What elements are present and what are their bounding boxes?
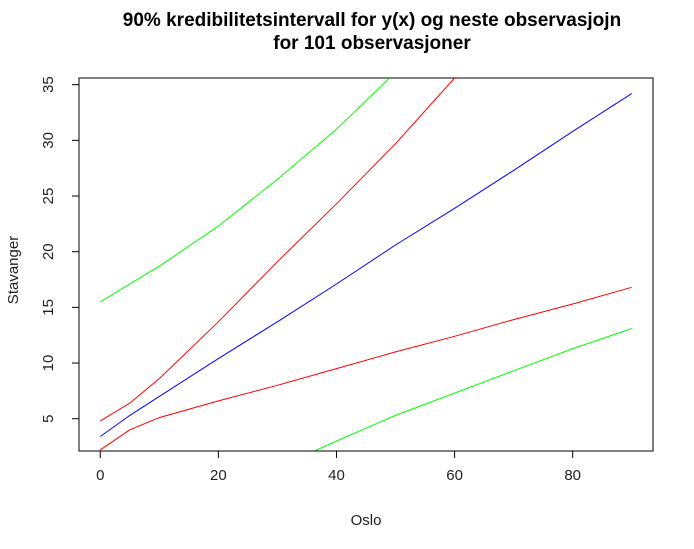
y-axis: 5 10 15 20 25 30 35 bbox=[40, 76, 80, 423]
y-tick-label: 15 bbox=[40, 299, 57, 316]
x-tick-label: 40 bbox=[328, 467, 345, 484]
series-line-prediction-lower bbox=[314, 328, 632, 451]
chart-title-line-1: 90% kredibilitetsintervall for y(x) og n… bbox=[123, 10, 621, 31]
y-tick-label: 5 bbox=[40, 415, 57, 423]
x-tick-label: 0 bbox=[96, 467, 104, 484]
series-layer bbox=[100, 78, 632, 451]
series-line-prediction-upper bbox=[100, 78, 390, 303]
y-tick-label: 35 bbox=[40, 76, 57, 93]
y-tick-label: 20 bbox=[40, 243, 57, 260]
chart-title-line-2: for 101 observasjoner bbox=[273, 33, 471, 54]
x-axis-label: Oslo bbox=[351, 512, 382, 529]
series-line-estimate bbox=[100, 93, 632, 437]
x-tick-label: 80 bbox=[564, 467, 581, 484]
x-tick-label: 20 bbox=[210, 467, 227, 484]
series-line-credible-lower bbox=[100, 286, 632, 451]
x-axis: 0 20 40 60 80 bbox=[96, 450, 581, 484]
y-tick-label: 10 bbox=[40, 355, 57, 372]
y-tick-label: 30 bbox=[40, 132, 57, 149]
series-line-credible-upper bbox=[100, 78, 455, 422]
y-tick-label: 25 bbox=[40, 188, 57, 205]
y-axis-label: Stavanger bbox=[5, 236, 22, 304]
x-tick-label: 60 bbox=[446, 467, 463, 484]
